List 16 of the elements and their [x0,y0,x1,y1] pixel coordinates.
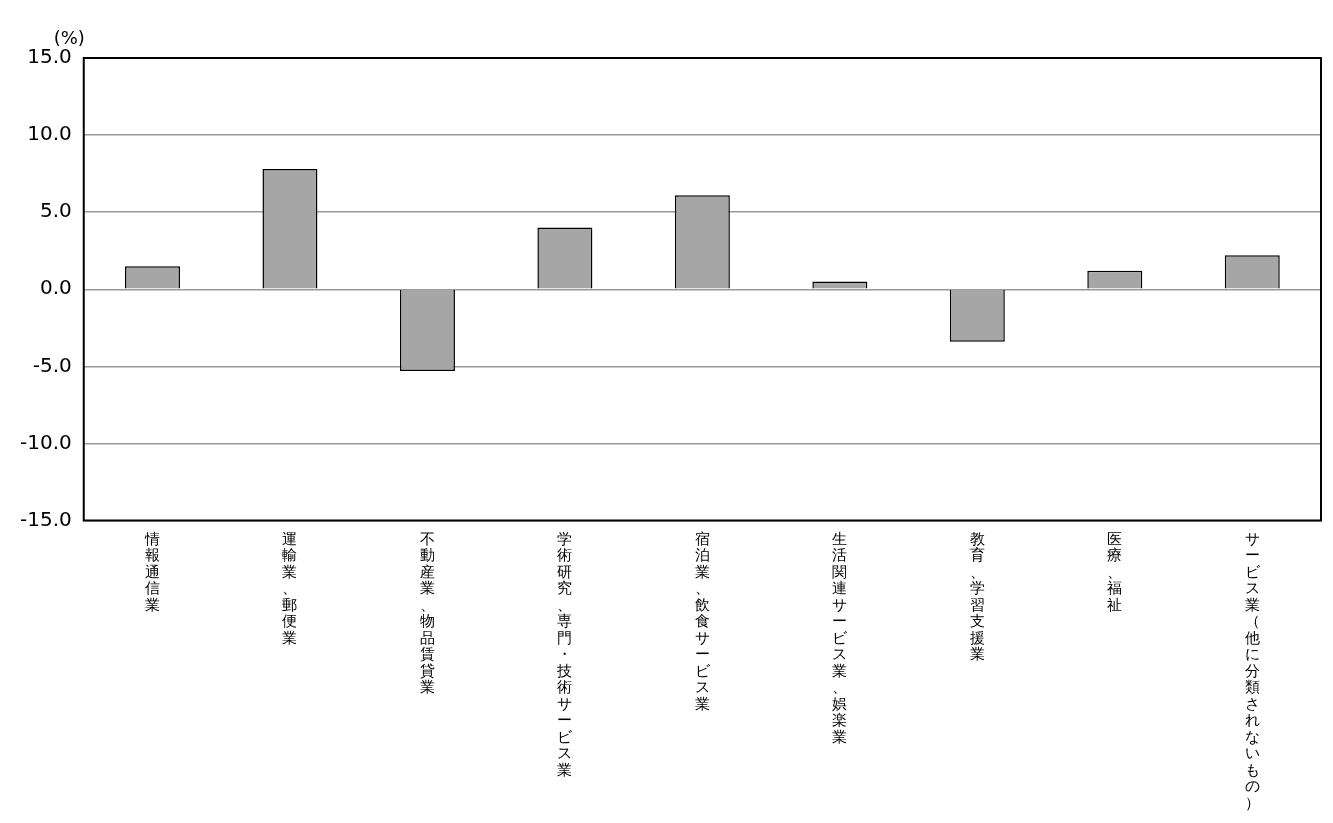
x-tick-label: 運輸業、郵便業 [282,529,298,647]
y-axis-title: (%) [53,26,85,48]
x-tick-label: 情報通信業 [143,529,160,614]
y-tick-label: 5.0 [39,198,72,223]
category-label: サービス業（他に分類されないもの） [1244,529,1260,812]
y-tick-label: -5.0 [32,352,72,377]
category-label: 学術研究、専門・技術サービス業 [557,529,573,779]
x-tick-label: 医療、福祉 [1107,529,1123,614]
category-label: 宿泊業、飲食サービス業 [694,529,710,713]
category-label: 不動産業、物品賃貸業 [419,529,435,697]
y-tick-label: 10.0 [27,121,72,146]
y-tick-label: -15.0 [20,506,72,531]
y-tick-label: 0.0 [39,275,72,300]
x-tick-label: 教育、学習支援業 [969,529,985,664]
category-label: 生活関連サービス業、娯楽業 [832,529,848,746]
y-tick-label: -10.0 [20,429,72,454]
